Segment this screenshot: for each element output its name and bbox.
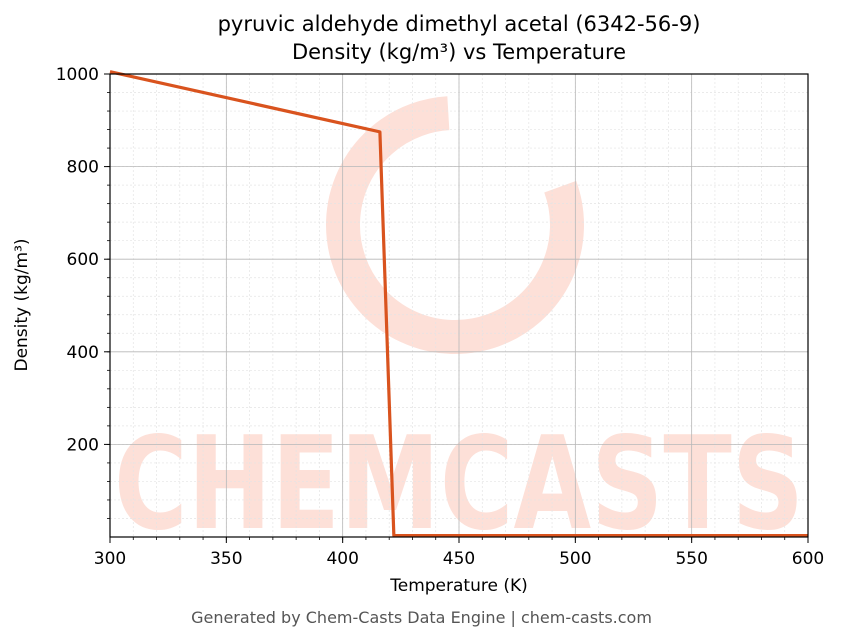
x-tick-label: 500 bbox=[559, 549, 591, 569]
chart-subtitle: Density (kg/m³) vs Temperature bbox=[291, 40, 627, 64]
y-tick-label: 600 bbox=[67, 250, 99, 270]
x-tick-label: 450 bbox=[443, 549, 475, 569]
axes: 300 350 400 450 500 550 600 200 400 600 800 1000 bbox=[56, 65, 824, 569]
x-tick-label: 400 bbox=[326, 549, 358, 569]
chart-title: pyruvic aldehyde dimethyl acetal (6342-5… bbox=[217, 12, 701, 36]
x-axis-label: Temperature (K) bbox=[390, 576, 528, 596]
x-tick-label: 600 bbox=[792, 549, 824, 569]
y-tick-label: 800 bbox=[67, 158, 99, 178]
y-tick-label: 200 bbox=[67, 435, 99, 455]
watermark-logo-ring bbox=[326, 96, 584, 354]
series-line bbox=[109, 70, 808, 538]
x-tick-label: 300 bbox=[94, 549, 126, 569]
footer-credit: Generated by Chem-Casts Data Engine | ch… bbox=[191, 608, 652, 627]
grid bbox=[109, 73, 809, 537]
x-tick-label: 550 bbox=[675, 549, 707, 569]
series-layer bbox=[109, 70, 808, 538]
x-tick-label: 350 bbox=[210, 549, 242, 569]
y-axis-label: Density (kg/m³) bbox=[12, 238, 32, 372]
y-tick-label: 400 bbox=[67, 343, 99, 363]
y-tick-label: 1000 bbox=[56, 65, 99, 85]
